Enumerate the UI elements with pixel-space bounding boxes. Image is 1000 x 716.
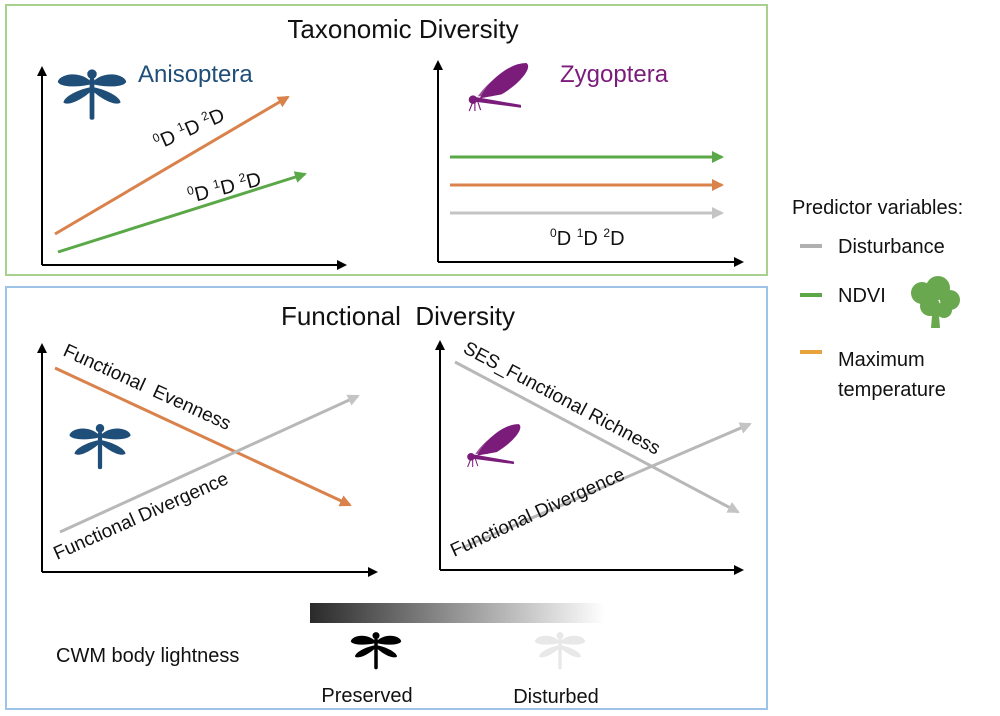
legend-disturbance-label: Disturbance: [838, 236, 945, 258]
disturbed-label: Disturbed: [513, 686, 599, 708]
anisoptera-divergence-trend: [59, 394, 360, 534]
anisoptera-dragonfly-icon: [57, 69, 127, 120]
zygoptera-divergence-trend: [461, 422, 752, 550]
zygoptera-functional-axes: [435, 340, 744, 575]
taxonomic-title: Taxonomic Diversity: [287, 14, 518, 44]
functional-panel: [5, 286, 768, 710]
lightness-gradient-bar: [310, 603, 605, 623]
cwm-label: CWM body lightness: [56, 645, 239, 667]
zygoptera-lines-label: 0D 1D 2D: [550, 226, 625, 250]
zygoptera-divergence-label: Functional Divergence: [447, 464, 628, 562]
legend-ndvi-label: NDVI: [838, 285, 886, 307]
legend-temperature-label: Maximum temperature: [838, 349, 946, 401]
legend-title: Predictor variables:: [792, 197, 963, 219]
tree-icon: [911, 276, 960, 328]
anisoptera-green-trend: [57, 171, 307, 254]
evenness-trend: [54, 366, 352, 507]
taxonomic-panel: [5, 4, 768, 276]
richness-trend: [454, 360, 740, 514]
zygoptera-functional-damselfly-icon: [467, 423, 521, 468]
anisoptera-functional-dragonfly-icon: [69, 424, 131, 470]
anisoptera-orange-label: 0D 1D 2D: [150, 102, 228, 154]
disturbed-dragonfly-icon: [534, 632, 586, 670]
anisoptera-divergence-label: Functional Divergence: [50, 468, 231, 564]
anisoptera-green-label: 0D 1D 2D: [185, 167, 263, 208]
zygoptera-label: Zygoptera: [560, 61, 669, 88]
functional-title: Functional Diversity: [281, 301, 515, 331]
evenness-label: Functional Evenness: [60, 340, 234, 434]
preserved-dragonfly-icon: [350, 632, 402, 670]
anisoptera-taxonomic-axes: [37, 66, 347, 270]
anisoptera-orange-trend: [54, 95, 290, 236]
anisoptera-label: Anisoptera: [138, 61, 253, 88]
anisoptera-functional-axes: [37, 343, 378, 577]
preserved-label: Preserved: [321, 685, 412, 707]
zygoptera-damselfly-icon: [468, 62, 529, 112]
zygoptera-taxonomic-axes: [433, 60, 744, 267]
